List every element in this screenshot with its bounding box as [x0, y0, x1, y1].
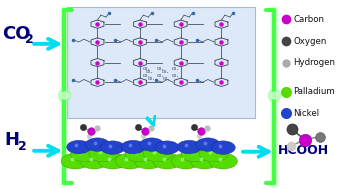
- Circle shape: [121, 140, 145, 154]
- Circle shape: [116, 153, 144, 169]
- Circle shape: [134, 153, 163, 169]
- Circle shape: [80, 153, 108, 169]
- Circle shape: [153, 153, 181, 169]
- Text: CO₂: CO₂: [148, 77, 156, 81]
- Circle shape: [155, 141, 179, 154]
- Circle shape: [177, 140, 201, 154]
- Text: CO₂: CO₂: [172, 74, 180, 78]
- Text: Oxygen: Oxygen: [293, 36, 327, 46]
- Circle shape: [199, 146, 228, 162]
- Text: CO₂: CO₂: [172, 67, 180, 71]
- Circle shape: [89, 146, 118, 162]
- Text: CO₂: CO₂: [156, 67, 164, 71]
- Text: Palladium: Palladium: [293, 87, 335, 96]
- Text: CO₂: CO₂: [156, 74, 164, 78]
- Circle shape: [196, 138, 220, 151]
- Circle shape: [143, 146, 172, 162]
- Text: HCOOH: HCOOH: [277, 144, 328, 157]
- Text: Hydrogen: Hydrogen: [293, 58, 335, 67]
- Circle shape: [181, 146, 210, 162]
- Circle shape: [99, 153, 127, 169]
- Text: 2: 2: [18, 140, 27, 153]
- Circle shape: [140, 138, 164, 151]
- Circle shape: [61, 153, 90, 169]
- Text: H: H: [4, 132, 19, 149]
- FancyBboxPatch shape: [67, 7, 255, 118]
- Text: CO₂: CO₂: [146, 70, 154, 74]
- Text: Nickel: Nickel: [293, 109, 320, 118]
- Text: CO₂: CO₂: [143, 67, 151, 71]
- Text: CO: CO: [2, 25, 31, 43]
- Circle shape: [71, 146, 99, 162]
- Text: CO₂: CO₂: [143, 74, 151, 78]
- Circle shape: [172, 153, 200, 169]
- Text: Carbon: Carbon: [293, 15, 325, 24]
- Circle shape: [190, 153, 219, 169]
- Circle shape: [125, 146, 154, 162]
- Text: CO₂: CO₂: [163, 77, 171, 81]
- Circle shape: [209, 153, 237, 169]
- Circle shape: [67, 140, 91, 154]
- Text: CO₂: CO₂: [162, 70, 169, 74]
- Circle shape: [85, 138, 110, 151]
- Circle shape: [101, 141, 125, 154]
- Text: 2: 2: [25, 33, 34, 46]
- Circle shape: [211, 141, 235, 154]
